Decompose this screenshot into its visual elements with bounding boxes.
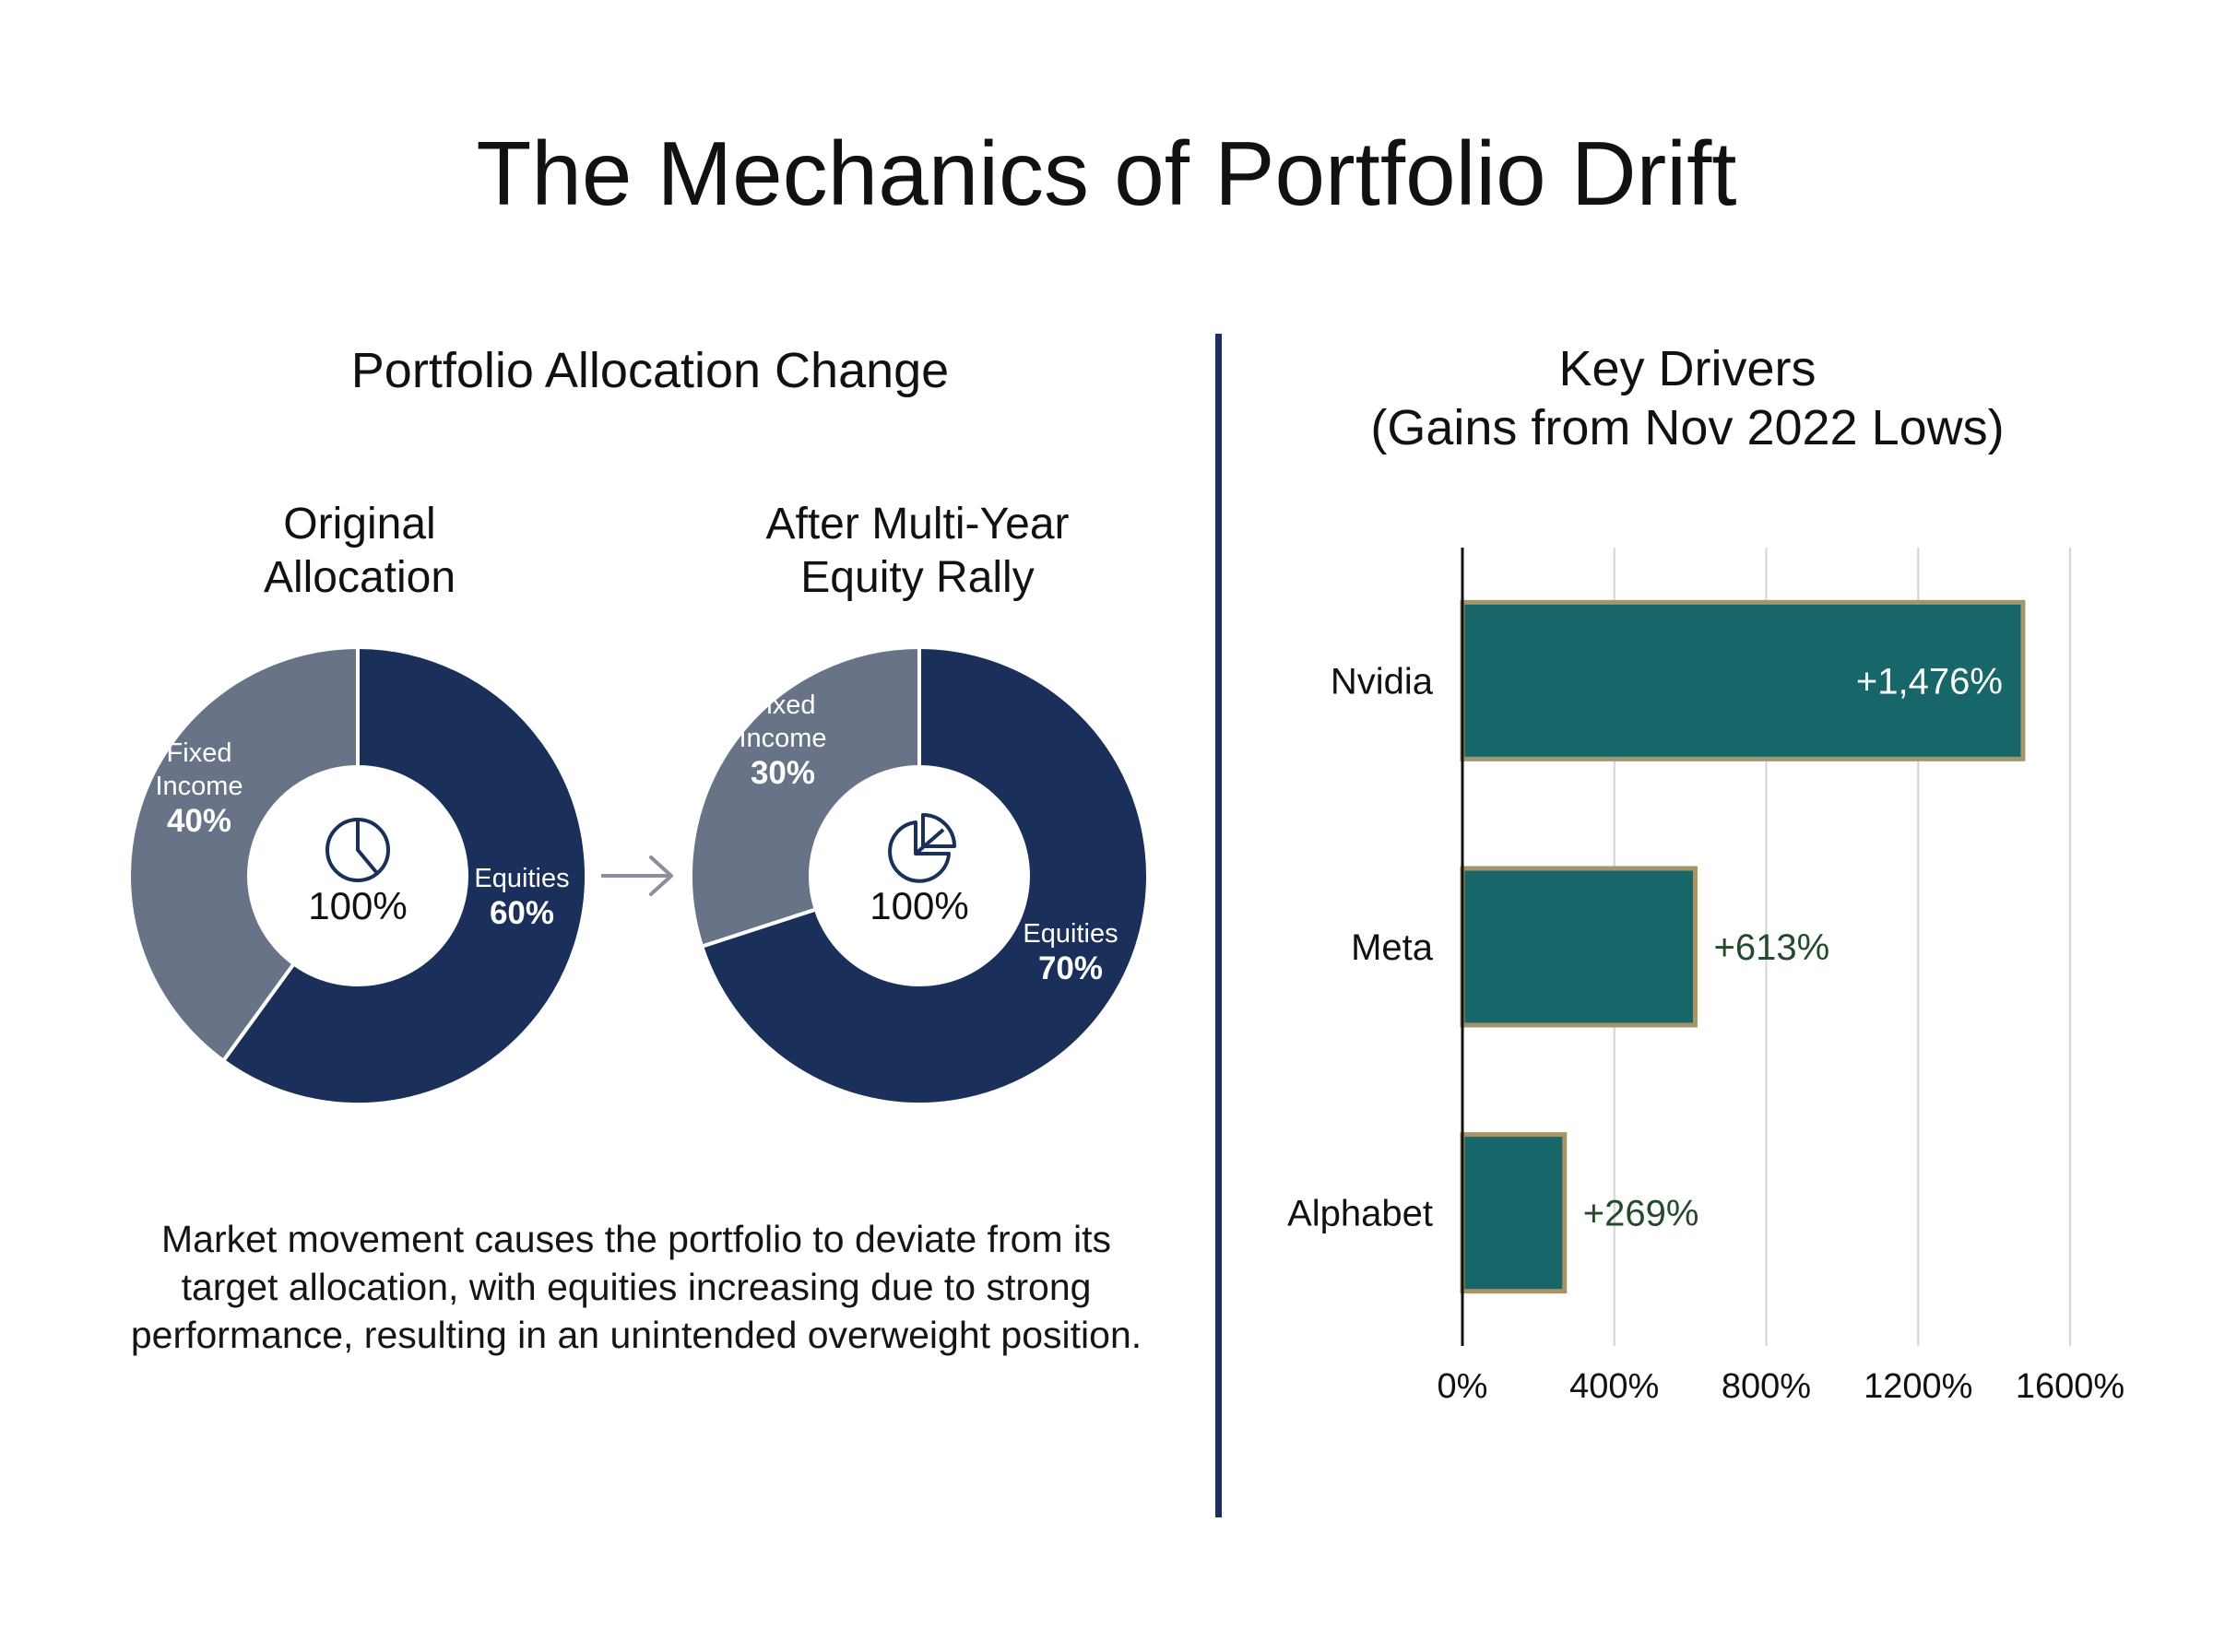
page-title: The Mechanics of Portfolio Drift: [476, 123, 1737, 224]
after-rally-title: After Multi-Year Equity Rally: [719, 498, 1116, 605]
bar-meta: [1460, 866, 1698, 1028]
slice-equities: [220, 644, 588, 1106]
key-drivers-title-line-1: Key Drivers: [1558, 341, 1817, 396]
clock-pie-icon: [325, 818, 390, 882]
category-label: Nvidia: [1331, 661, 1434, 702]
bar-value-label: +1,476%: [1856, 661, 2003, 702]
x-tick-label: 400%: [1569, 1367, 1659, 1406]
slice-fixed-income: [688, 644, 921, 950]
slice-label-equities: Equities 60%: [474, 864, 569, 931]
original-title-line-2: Allocation: [263, 553, 456, 602]
x-tick-label: 1200%: [1864, 1367, 1972, 1406]
allocation-section-title: Portfolio Allocation Change: [350, 343, 950, 398]
bar-nvidia: [1460, 599, 2026, 761]
key-drivers-title-line-2: (Gains from Nov 2022 Lows): [1370, 400, 2005, 455]
donut-after-rally: Equities 70% Fixed Income 30% 100%: [688, 644, 1150, 1106]
center-total-label: 100%: [308, 884, 407, 927]
x-tick-label: 0%: [1438, 1367, 1488, 1406]
key-drivers-title: Key Drivers (Gains from Nov 2022 Lows): [1291, 339, 2084, 457]
slice-equities: [699, 644, 1150, 1106]
after-title-line-1: After Multi-Year: [765, 500, 1070, 549]
pie-chart-icon: [888, 813, 956, 883]
bar-alphabet: [1460, 1132, 1568, 1294]
bar-value-label: +269%: [1583, 1194, 1699, 1234]
slice-label-equities: Equities 70%: [1023, 919, 1118, 986]
donut-charts: Equities 60%Fixed Income 40%100%Equities 70%…: [126, 644, 1150, 1106]
original-allocation-title: Original Allocation: [184, 498, 535, 605]
key-drivers-bar-chart: 0% 400% 800% 1200% 1600% Nvidia +1,476% Meta +61…: [1287, 548, 2124, 1406]
drift-explanation-text: Market movement causes the portfolio to …: [130, 1218, 1142, 1356]
category-label: Alphabet: [1287, 1194, 1433, 1234]
center-total-label: 100%: [870, 884, 968, 927]
slice-label-fixed-income: Fixed Income 40%: [155, 738, 243, 839]
donut-original: Equities 60% Fixed Income 40% 100%: [126, 644, 588, 1106]
bar-value-label: +613%: [1713, 927, 1829, 968]
arrow-right-icon: [601, 856, 673, 896]
slice-fixed-income: [126, 644, 360, 1064]
after-title-line-2: Equity Rally: [800, 553, 1035, 602]
x-tick-label: 1600%: [2016, 1367, 2124, 1406]
category-label: Meta: [1351, 927, 1434, 968]
x-tick-label: 800%: [1722, 1367, 1811, 1406]
slice-label-fixed-income: Fixed Income 30%: [739, 690, 826, 791]
original-title-line-1: Original: [283, 500, 436, 549]
section-divider: [1215, 334, 1222, 1517]
